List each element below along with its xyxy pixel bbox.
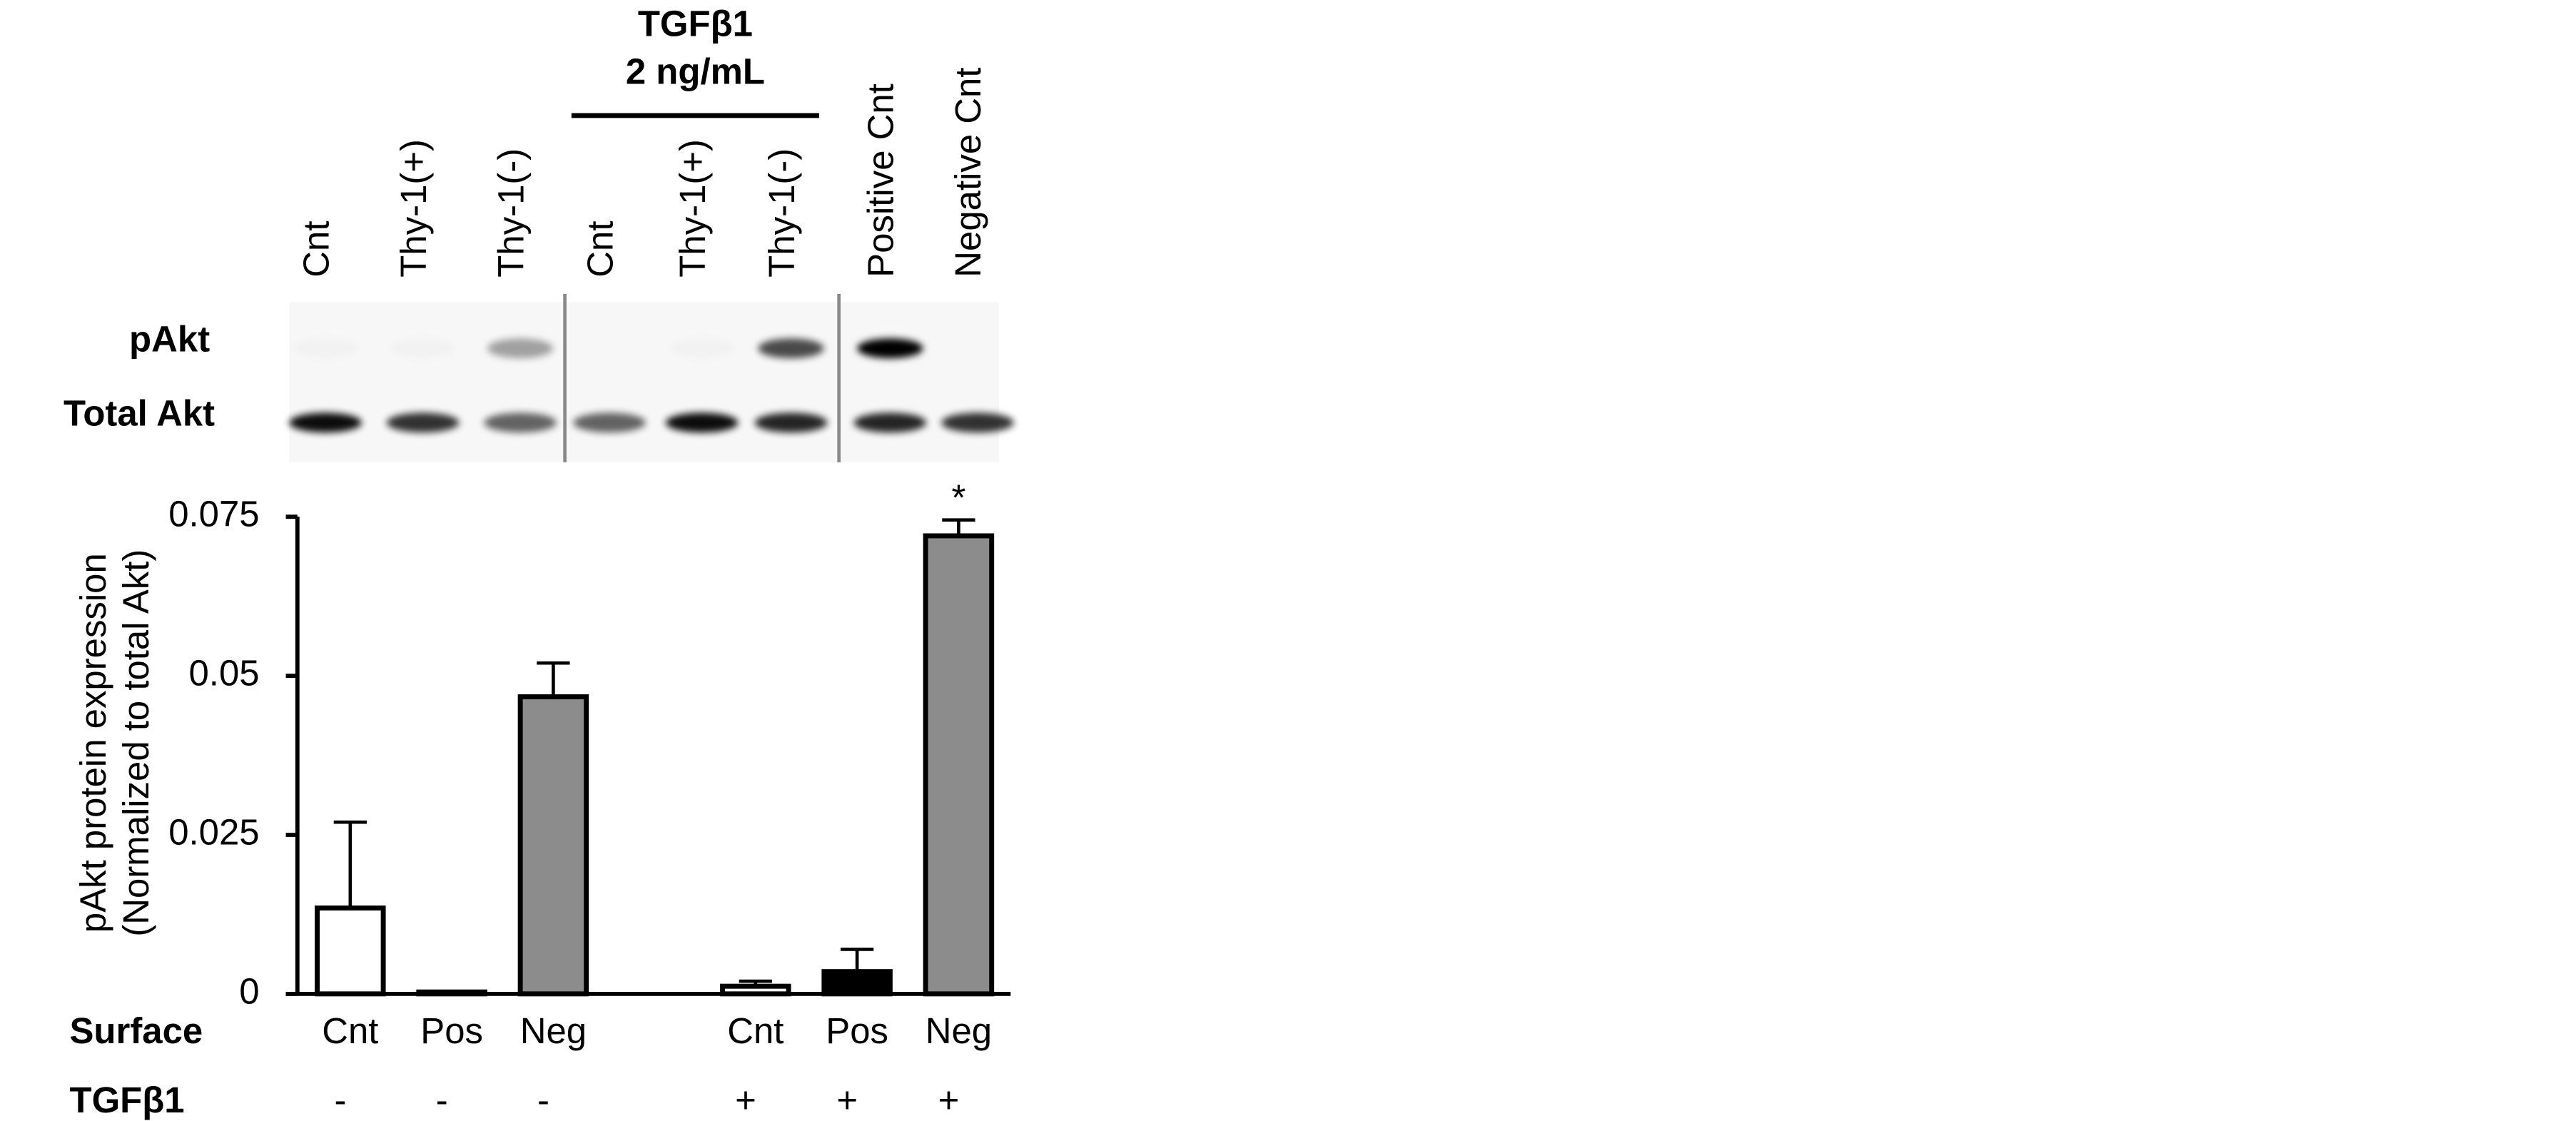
y-axis-label: pAkt protein expression: [73, 553, 113, 933]
treatment-label: -: [436, 1080, 448, 1120]
treatment-label: +: [735, 1080, 756, 1120]
treatment-label: +: [836, 1080, 858, 1120]
band: [573, 412, 646, 433]
x-tick-label: Pos: [420, 1010, 483, 1051]
band: [665, 412, 739, 433]
bar: [720, 983, 791, 997]
blot-background: [289, 302, 1000, 462]
band: [669, 338, 735, 358]
lane-label: Thy-1(+): [672, 139, 713, 278]
lane-label: Positive Cnt: [861, 83, 901, 278]
y-tick-label: 0.05: [189, 653, 260, 694]
band: [289, 412, 362, 433]
y-tick-label: 0: [239, 970, 259, 1011]
band: [857, 338, 923, 359]
y-tick-label: 0.025: [168, 811, 259, 852]
lane-label: Thy-1(-): [490, 148, 531, 278]
blot-row-label: Total Akt: [64, 393, 215, 434]
band: [484, 412, 557, 433]
lane-label: Negative Cnt: [948, 68, 988, 278]
bar: [517, 694, 589, 997]
x-tick-label: Cnt: [322, 1010, 378, 1051]
band: [487, 338, 554, 359]
band: [390, 338, 456, 358]
treatment-label: -: [334, 1080, 346, 1120]
blot-row-label: pAkt: [129, 318, 210, 359]
blot-header: TGFβ1: [638, 3, 753, 44]
lane-label: Thy-1(+): [393, 139, 434, 278]
x-tick-label: Pos: [826, 1010, 888, 1051]
lane-label: Thy-1(-): [761, 148, 802, 278]
treatment-label: -: [537, 1080, 549, 1120]
x-tick-label: Neg: [926, 1010, 992, 1051]
x-tick-label: Cnt: [727, 1010, 784, 1051]
row-label: Surface: [69, 1010, 203, 1051]
band: [386, 412, 460, 433]
bar: [315, 906, 386, 997]
y-tick-label: 0.075: [168, 494, 259, 534]
treatment-label: +: [938, 1080, 960, 1120]
bar: [821, 969, 893, 997]
bar: [416, 989, 487, 997]
row-label: TGFβ1: [69, 1080, 184, 1120]
bar: [923, 533, 995, 997]
band: [941, 412, 1014, 433]
band: [754, 412, 828, 433]
x-tick-label: Neg: [520, 1010, 587, 1051]
band: [293, 338, 359, 358]
lane-label: Cnt: [579, 220, 620, 277]
lane-label: Cnt: [295, 220, 336, 277]
band: [758, 338, 824, 359]
blot-header: 2 ng/mL: [626, 51, 765, 92]
band: [853, 412, 927, 433]
annotation: *: [952, 477, 966, 517]
y-axis-label: (Normalized to total Akt): [116, 549, 156, 937]
